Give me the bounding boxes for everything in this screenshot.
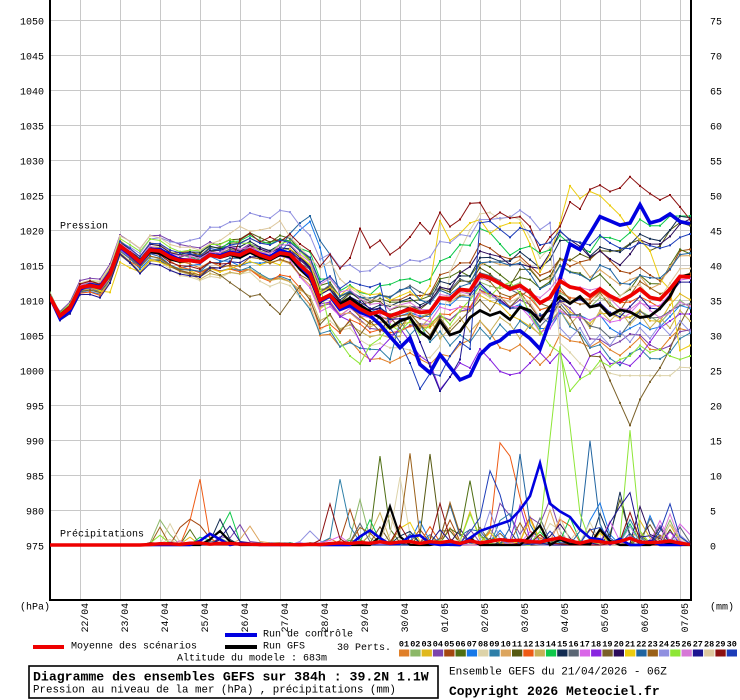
svg-text:02/05: 02/05 xyxy=(480,603,491,633)
svg-text:1045: 1045 xyxy=(20,53,44,64)
svg-text:18: 18 xyxy=(591,640,601,650)
svg-text:08: 08 xyxy=(478,640,488,650)
svg-text:17: 17 xyxy=(580,640,590,650)
svg-text:1010: 1010 xyxy=(20,298,44,309)
svg-text:985: 985 xyxy=(26,473,44,484)
svg-text:55: 55 xyxy=(710,158,722,169)
svg-text:03: 03 xyxy=(421,640,431,650)
svg-text:06: 06 xyxy=(455,640,465,650)
svg-text:Pression: Pression xyxy=(60,221,108,233)
svg-text:22: 22 xyxy=(636,640,646,650)
svg-text:Ensemble GEFS du 21/04/2026 -: Ensemble GEFS du 21/04/2026 - 06Z xyxy=(449,667,667,679)
svg-text:19: 19 xyxy=(602,640,612,650)
svg-text:21: 21 xyxy=(625,640,635,650)
svg-text:24/04: 24/04 xyxy=(160,603,171,633)
svg-text:0: 0 xyxy=(710,543,716,554)
svg-text:26: 26 xyxy=(681,640,691,650)
svg-text:1040: 1040 xyxy=(20,88,44,99)
svg-text:04/05: 04/05 xyxy=(560,603,571,633)
svg-text:Moyenne des scénarios: Moyenne des scénarios xyxy=(71,641,197,653)
svg-text:12: 12 xyxy=(523,640,533,650)
svg-text:09: 09 xyxy=(489,640,499,650)
svg-text:25/04: 25/04 xyxy=(200,603,211,633)
svg-text:Copyright 2026 Meteociel.fr: Copyright 2026 Meteociel.fr xyxy=(449,684,660,699)
svg-text:Pression au niveau de la mer (: Pression au niveau de la mer (hPa) , pré… xyxy=(33,685,396,697)
svg-text:20: 20 xyxy=(614,640,624,650)
svg-text:980: 980 xyxy=(26,508,44,519)
svg-text:06/05: 06/05 xyxy=(640,603,651,633)
svg-text:14: 14 xyxy=(546,640,556,650)
svg-text:35: 35 xyxy=(710,298,722,309)
svg-text:27/04: 27/04 xyxy=(280,603,291,633)
svg-text:27: 27 xyxy=(693,640,703,650)
svg-text:1005: 1005 xyxy=(20,333,44,344)
svg-text:05/05: 05/05 xyxy=(600,603,611,633)
svg-text:30 Perts.: 30 Perts. xyxy=(337,643,391,654)
svg-text:Diagramme des ensembles GEFS s: Diagramme des ensembles GEFS sur 384h : … xyxy=(33,670,429,685)
svg-text:23: 23 xyxy=(647,640,657,650)
svg-text:Run de contrôle: Run de contrôle xyxy=(263,629,353,641)
svg-text:25: 25 xyxy=(670,640,680,650)
svg-text:22/04: 22/04 xyxy=(80,603,91,633)
svg-text:Run GFS: Run GFS xyxy=(263,642,305,653)
svg-text:1025: 1025 xyxy=(20,193,44,204)
svg-text:11: 11 xyxy=(512,640,522,650)
svg-text:10: 10 xyxy=(710,473,722,484)
svg-text:30: 30 xyxy=(710,333,722,344)
svg-text:1050: 1050 xyxy=(20,18,44,29)
svg-text:10: 10 xyxy=(501,640,511,650)
svg-text:15: 15 xyxy=(710,438,722,449)
svg-text:24: 24 xyxy=(659,640,669,650)
svg-text:45: 45 xyxy=(710,228,722,239)
svg-text:30/04: 30/04 xyxy=(400,603,411,633)
svg-text:30: 30 xyxy=(727,640,737,650)
svg-text:50: 50 xyxy=(710,193,722,204)
svg-text:04: 04 xyxy=(433,640,443,650)
svg-text:07/05: 07/05 xyxy=(680,603,691,633)
svg-text:29/04: 29/04 xyxy=(360,603,371,633)
svg-text:Précipitations: Précipitations xyxy=(60,529,144,541)
svg-text:70: 70 xyxy=(710,53,722,64)
svg-text:07: 07 xyxy=(467,640,477,650)
svg-text:03/05: 03/05 xyxy=(520,603,531,633)
svg-text:5: 5 xyxy=(710,508,716,519)
svg-text:1015: 1015 xyxy=(20,263,44,274)
svg-text:65: 65 xyxy=(710,88,722,99)
svg-text:(mm): (mm) xyxy=(710,602,734,614)
svg-text:05: 05 xyxy=(444,640,454,650)
svg-text:(hPa): (hPa) xyxy=(20,602,50,614)
svg-text:25: 25 xyxy=(710,368,722,379)
svg-text:02: 02 xyxy=(410,640,420,650)
svg-text:1030: 1030 xyxy=(20,158,44,169)
svg-text:29: 29 xyxy=(715,640,725,650)
svg-text:01: 01 xyxy=(399,640,409,650)
svg-text:990: 990 xyxy=(26,438,44,449)
svg-text:15: 15 xyxy=(557,640,567,650)
svg-text:26/04: 26/04 xyxy=(240,603,251,633)
svg-text:23/04: 23/04 xyxy=(120,603,131,633)
svg-text:1020: 1020 xyxy=(20,228,44,239)
svg-text:1035: 1035 xyxy=(20,123,44,134)
svg-text:20: 20 xyxy=(710,403,722,414)
svg-text:28/04: 28/04 xyxy=(320,603,331,633)
svg-text:28: 28 xyxy=(704,640,714,650)
svg-text:60: 60 xyxy=(710,123,722,134)
svg-text:1000: 1000 xyxy=(20,368,44,379)
svg-text:975: 975 xyxy=(26,543,44,554)
svg-text:40: 40 xyxy=(710,263,722,274)
svg-text:16: 16 xyxy=(568,640,578,650)
svg-text:75: 75 xyxy=(710,18,722,29)
svg-text:01/05: 01/05 xyxy=(440,603,451,633)
svg-text:Altitude du modele : 683m: Altitude du modele : 683m xyxy=(177,653,327,665)
svg-text:995: 995 xyxy=(26,403,44,414)
svg-text:13: 13 xyxy=(534,640,544,650)
